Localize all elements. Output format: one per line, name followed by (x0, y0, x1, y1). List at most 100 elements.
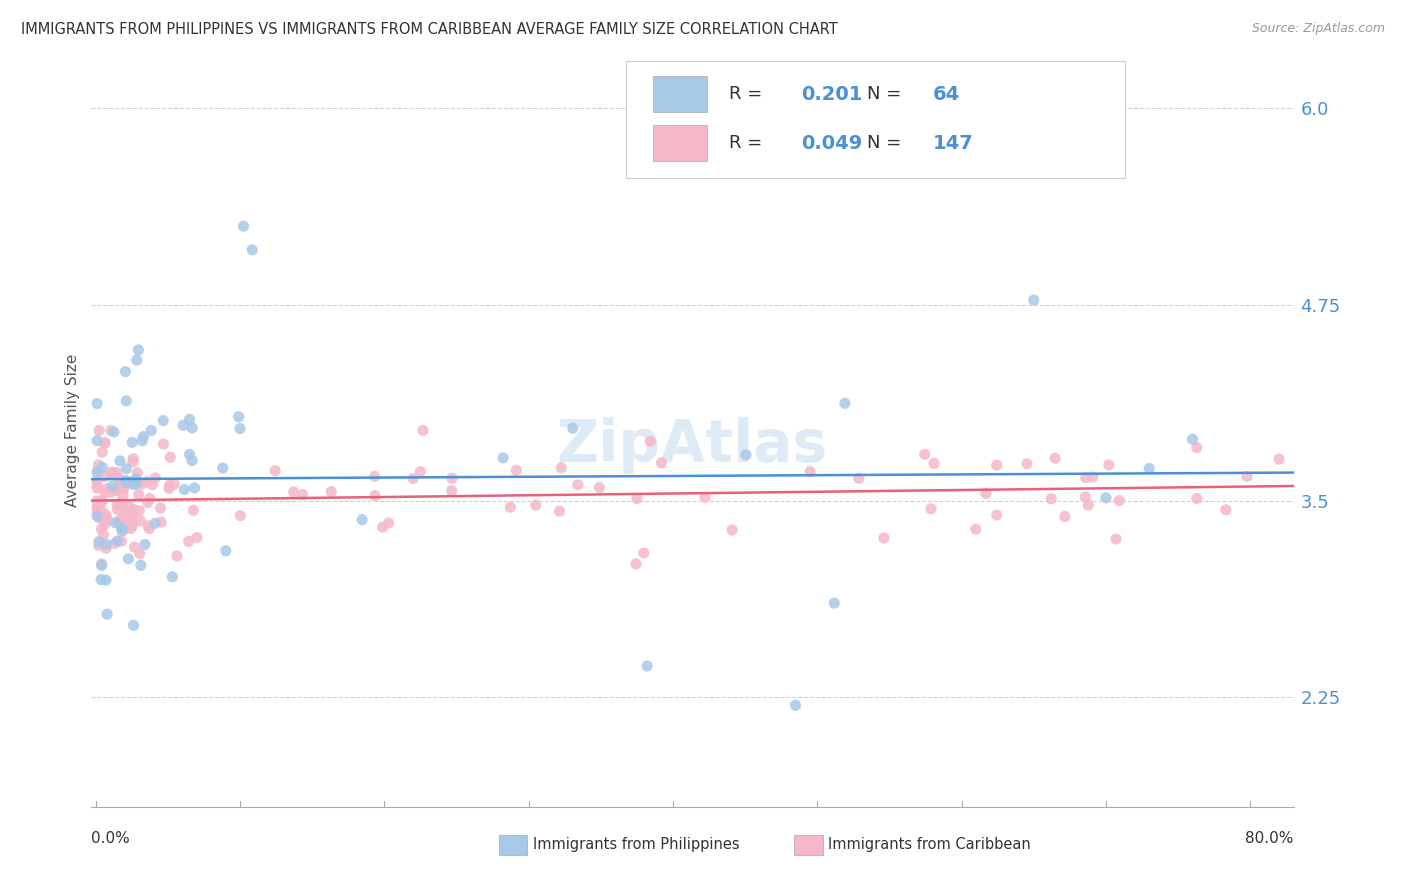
Point (922, 456, 945, 470)
Point (96, 511, 118, 525)
Point (86, 473, 108, 487)
Point (91, 506, 114, 520)
Point (105, 483, 128, 497)
Point (402, 471, 425, 485)
Text: Source: ZipAtlas.com: Source: ZipAtlas.com (1251, 22, 1385, 36)
Point (1105, 532, 1128, 546)
Point (1074, 471, 1097, 485)
Point (440, 483, 463, 498)
Point (114, 509, 136, 524)
Point (136, 495, 159, 509)
Point (873, 531, 896, 545)
Point (125, 353, 148, 368)
Point (110, 512, 132, 526)
Point (650, 456, 672, 470)
Point (785, 698, 807, 713)
Point (121, 477, 143, 491)
Point (914, 447, 936, 461)
Point (550, 460, 572, 475)
Point (86, 466, 108, 480)
Point (87, 534, 110, 549)
Point (118, 500, 141, 514)
Point (240, 243, 263, 257)
Point (96, 541, 118, 556)
Point (122, 502, 145, 516)
Point (561, 421, 583, 435)
Point (94, 435, 117, 450)
Text: ZipAtlas: ZipAtlas (557, 417, 828, 474)
Point (152, 414, 174, 428)
Point (149, 501, 172, 516)
Point (111, 500, 134, 514)
Point (110, 495, 132, 509)
Point (114, 474, 136, 488)
Point (101, 479, 124, 493)
Point (96, 607, 118, 621)
Point (143, 516, 166, 531)
Point (90, 522, 112, 536)
Point (179, 447, 201, 461)
Point (138, 522, 160, 536)
Point (166, 549, 188, 563)
Point (120, 522, 142, 536)
Text: 64: 64 (934, 85, 960, 103)
Point (104, 536, 127, 550)
Point (412, 424, 434, 438)
Text: 0.0%: 0.0% (91, 831, 131, 847)
Point (264, 464, 287, 478)
Point (159, 478, 181, 492)
Point (1137, 461, 1160, 475)
Point (94, 517, 117, 532)
Point (141, 424, 163, 438)
Text: R =: R = (728, 86, 768, 103)
Point (152, 437, 174, 451)
Point (124, 472, 146, 486)
Point (499, 500, 522, 515)
Point (100, 424, 122, 438)
Text: Immigrants from Caribbean: Immigrants from Caribbean (828, 838, 1031, 852)
Y-axis label: Average Family Size: Average Family Size (65, 354, 80, 507)
Point (321, 484, 343, 499)
Point (128, 487, 150, 501)
Point (363, 469, 385, 483)
Point (86, 434, 108, 448)
Point (118, 504, 141, 518)
Point (1095, 491, 1118, 505)
Point (920, 501, 942, 516)
Point (91, 460, 114, 475)
Point (112, 483, 135, 497)
Point (86, 493, 108, 508)
Point (89, 499, 111, 513)
Point (127, 343, 149, 357)
Point (181, 421, 204, 435)
Point (86, 476, 108, 491)
Point (121, 518, 143, 533)
Point (86, 465, 108, 479)
Point (179, 412, 201, 426)
Point (1108, 493, 1130, 508)
Point (91, 494, 114, 508)
Point (626, 491, 648, 506)
Point (1077, 498, 1099, 512)
Point (134, 537, 156, 551)
Point (215, 543, 238, 558)
Point (377, 516, 399, 530)
Point (107, 502, 129, 516)
Point (492, 450, 515, 465)
Point (100, 485, 122, 500)
Point (548, 504, 571, 518)
Point (129, 558, 152, 573)
Point (172, 418, 194, 433)
Text: 147: 147 (934, 134, 973, 153)
Point (105, 533, 128, 548)
Point (93, 528, 115, 542)
Point (505, 463, 527, 477)
Point (352, 512, 374, 526)
Point (105, 466, 128, 480)
Point (111, 524, 134, 538)
Point (145, 471, 167, 485)
Point (105, 498, 128, 512)
Point (986, 508, 1008, 522)
Point (1074, 490, 1097, 504)
Point (107, 470, 129, 484)
